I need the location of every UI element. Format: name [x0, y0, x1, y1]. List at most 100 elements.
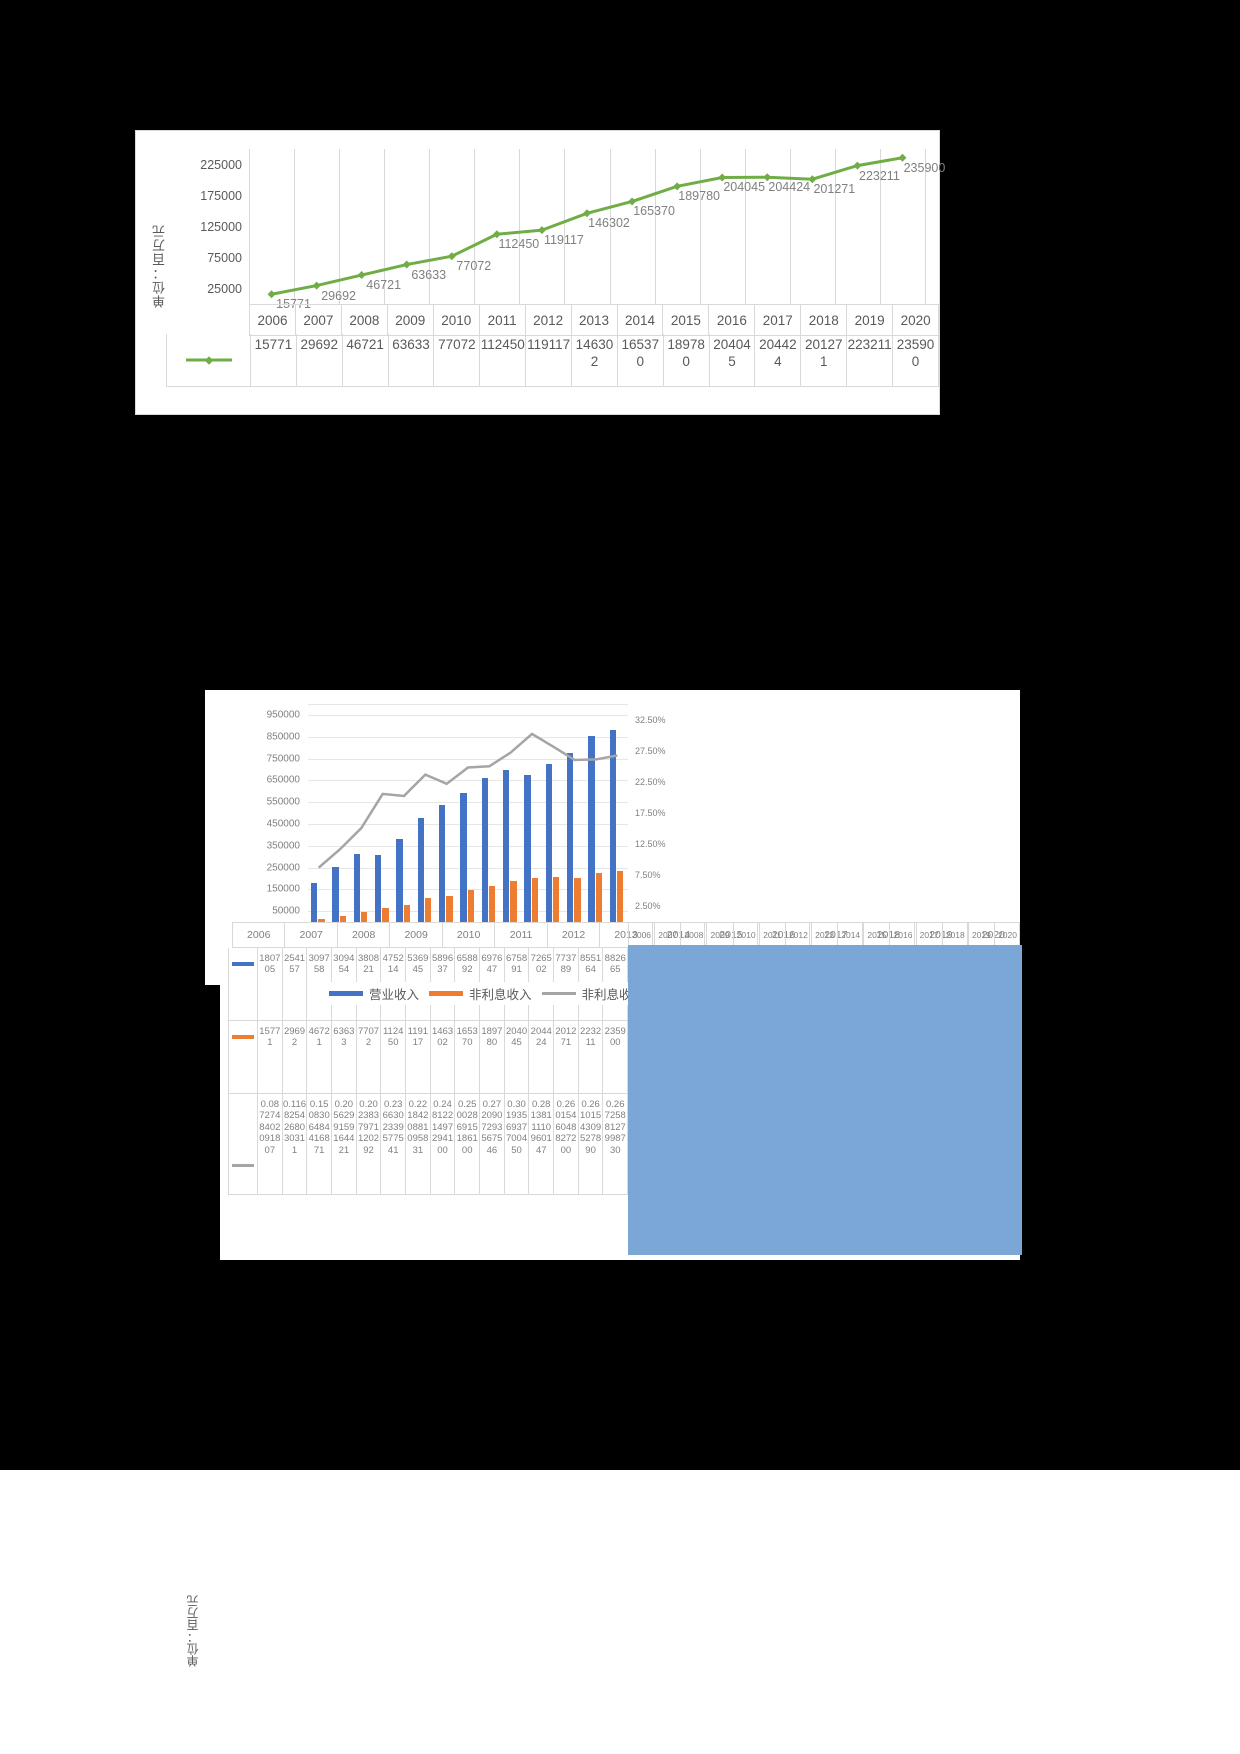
chart2-gridline: [308, 714, 628, 716]
chart1-data-label: 46721: [366, 278, 402, 293]
chart1-gridlines: [249, 149, 926, 304]
chart2-ratio-line-series: [308, 704, 628, 922]
redaction-block-left-upper: [0, 130, 135, 1470]
legend-item-revenue[interactable]: 营业收入: [329, 984, 419, 1003]
chart2-legend: 营业收入 非利息收入 非利息收入占比: [325, 982, 674, 1005]
chart2-secondary-y-tick: 32.50%: [635, 714, 666, 725]
chart1-year-cell: 2015: [662, 305, 708, 335]
chart1-year-cell: 2017: [754, 305, 800, 335]
redaction-block-center: [205, 415, 940, 690]
bar-noninterest: [467, 890, 475, 922]
table-cell-ratio: 0.2610154309527890: [579, 1094, 604, 1194]
legend-label-revenue: 营业收入: [369, 988, 420, 1002]
chart2-gridline: [308, 802, 628, 804]
chart1-data-label: 204045: [723, 180, 766, 195]
chart1-data-label: 223211: [858, 168, 900, 183]
bar-revenue: [545, 763, 553, 922]
bar-revenue: [438, 804, 446, 922]
chart1-gridline: [925, 149, 926, 304]
chart1-data-table: 2006 2007 2008 2009 2010 2011 2012 2013 2014 2015…: [166, 304, 940, 414]
bar-noninterest: [361, 911, 368, 922]
table-cell-noninterest: 204045: [505, 1021, 530, 1093]
chart1-y-tick: 75000: [207, 250, 242, 265]
bar-revenue: [353, 854, 361, 922]
legend-swatch-cell-revenue: [228, 948, 258, 1020]
table-cell-revenue: 254157: [283, 948, 308, 1020]
chart1-value-cell: 204045: [710, 334, 756, 386]
line-marker-icon: [232, 1164, 254, 1167]
chart1-gridline: [609, 149, 611, 304]
chart-noninterest-income-line: 单位：百万元 25000 75000 125000 175000 225000 1577…: [135, 130, 945, 415]
chart1-year-header-row: 2006 2007 2008 2009 2010 2011 2012 2013 2014 2015…: [249, 304, 940, 336]
chart1-y-tick: 25000: [207, 281, 242, 296]
chart2-year-cell: 2013: [599, 922, 652, 948]
chart2-year-cell: 2011: [494, 922, 547, 948]
chart1-value-cell: 46721: [343, 334, 389, 386]
chart1-value-cell: 146302: [572, 334, 618, 386]
chart2-y-axis-title: 单位：百万元: [186, 1595, 200, 1667]
table-cell-ratio: 0.1168254268030311: [283, 1094, 308, 1194]
bar-marker-icon: [232, 962, 254, 966]
chart2-secondary-y-tick: 22.50%: [635, 776, 666, 787]
chart1-data-label: 63633: [411, 267, 447, 282]
chart1-year-cell: 2012: [524, 305, 571, 335]
chart1-data-label: 204424: [768, 180, 811, 195]
chart1-y-tick: 125000: [200, 219, 242, 234]
chart1-gridline: [879, 149, 881, 304]
bar-revenue: [460, 793, 467, 922]
table-cell-noninterest: 77072: [357, 1021, 382, 1093]
table-cell-noninterest: 204424: [529, 1021, 555, 1093]
table-cell-noninterest: 63633: [332, 1021, 357, 1093]
chart2-year-cell: 2008: [336, 922, 390, 948]
chart2-plot-area: [308, 704, 628, 922]
legend-swatch-ratio-icon: [541, 992, 576, 995]
chart2-gridline: [308, 780, 628, 782]
chart1-legend-swatch-cell: [166, 334, 251, 386]
chart2-y-tick: 450000: [266, 818, 300, 830]
legend-swatch-revenue-icon: [329, 991, 363, 996]
table-cell-noninterest: 29692: [283, 1021, 308, 1093]
chart1-gridline: [654, 149, 656, 304]
chart1-data-label: 201271: [813, 182, 856, 197]
selection-highlight-overlay: [628, 945, 1022, 1255]
bar-revenue: [566, 753, 574, 922]
chart2-y-tick: 250000: [266, 862, 300, 873]
chart1-year-cell: 2014: [616, 305, 663, 335]
line-marker-icon: [185, 358, 232, 362]
chart2-y-tick: 50000: [272, 905, 300, 917]
chart1-value-cell: 189780: [664, 334, 710, 386]
chart1-value-cell: 235900: [893, 334, 939, 386]
chart2-gridline: [308, 867, 628, 869]
chart1-gridline: [789, 149, 791, 304]
chart1-plot-area: 15771 29692 46721 63633 77072 112450 119117 146…: [249, 149, 945, 311]
chart1-year-cell: 2009: [386, 305, 433, 335]
chart1-year-cell: 2006: [249, 305, 295, 335]
chart1-data-label: 235900: [903, 160, 946, 175]
chart2-year-cell: 2006: [232, 922, 285, 948]
legend-swatch-noninterest-icon: [429, 991, 464, 996]
chart1-data-label: 77072: [456, 259, 492, 274]
chart1-year-cell: 2019: [846, 305, 892, 335]
chart1-y-axis-ticks: 25000 75000 125000 175000 225000: [166, 149, 246, 304]
table-cell-noninterest: 189780: [480, 1021, 505, 1093]
chart2-gridline: [308, 889, 628, 891]
chart1-value-cell: 63633: [389, 334, 435, 386]
table-cell-ratio: 0.2481221497294100: [431, 1094, 456, 1194]
table-cell-ratio: 0.2218420881095831: [406, 1094, 431, 1194]
chart2-gridline: [308, 823, 628, 825]
chart1-value-cell: 77072: [434, 334, 481, 386]
bar-noninterest: [318, 918, 325, 922]
bar-marker-icon: [232, 1035, 254, 1039]
legend-swatch-cell-ratio: [228, 1094, 258, 1194]
chart1-year-cell: 2010: [432, 305, 479, 335]
chart2-y-tick: 650000: [266, 774, 300, 786]
table-cell-noninterest: 235900: [603, 1021, 629, 1093]
legend-item-noninterest[interactable]: 非利息收入: [429, 984, 532, 1003]
chart1-year-cell: 2020: [892, 305, 940, 335]
chart2-bar-series: [308, 704, 628, 922]
chart2-year-cell: 2010: [441, 922, 495, 948]
bar-revenue: [588, 735, 595, 922]
bar-revenue: [481, 778, 489, 922]
table-cell-ratio: 0.2601546048827200: [554, 1094, 579, 1194]
chart2-year-cell: 2007: [284, 922, 337, 948]
